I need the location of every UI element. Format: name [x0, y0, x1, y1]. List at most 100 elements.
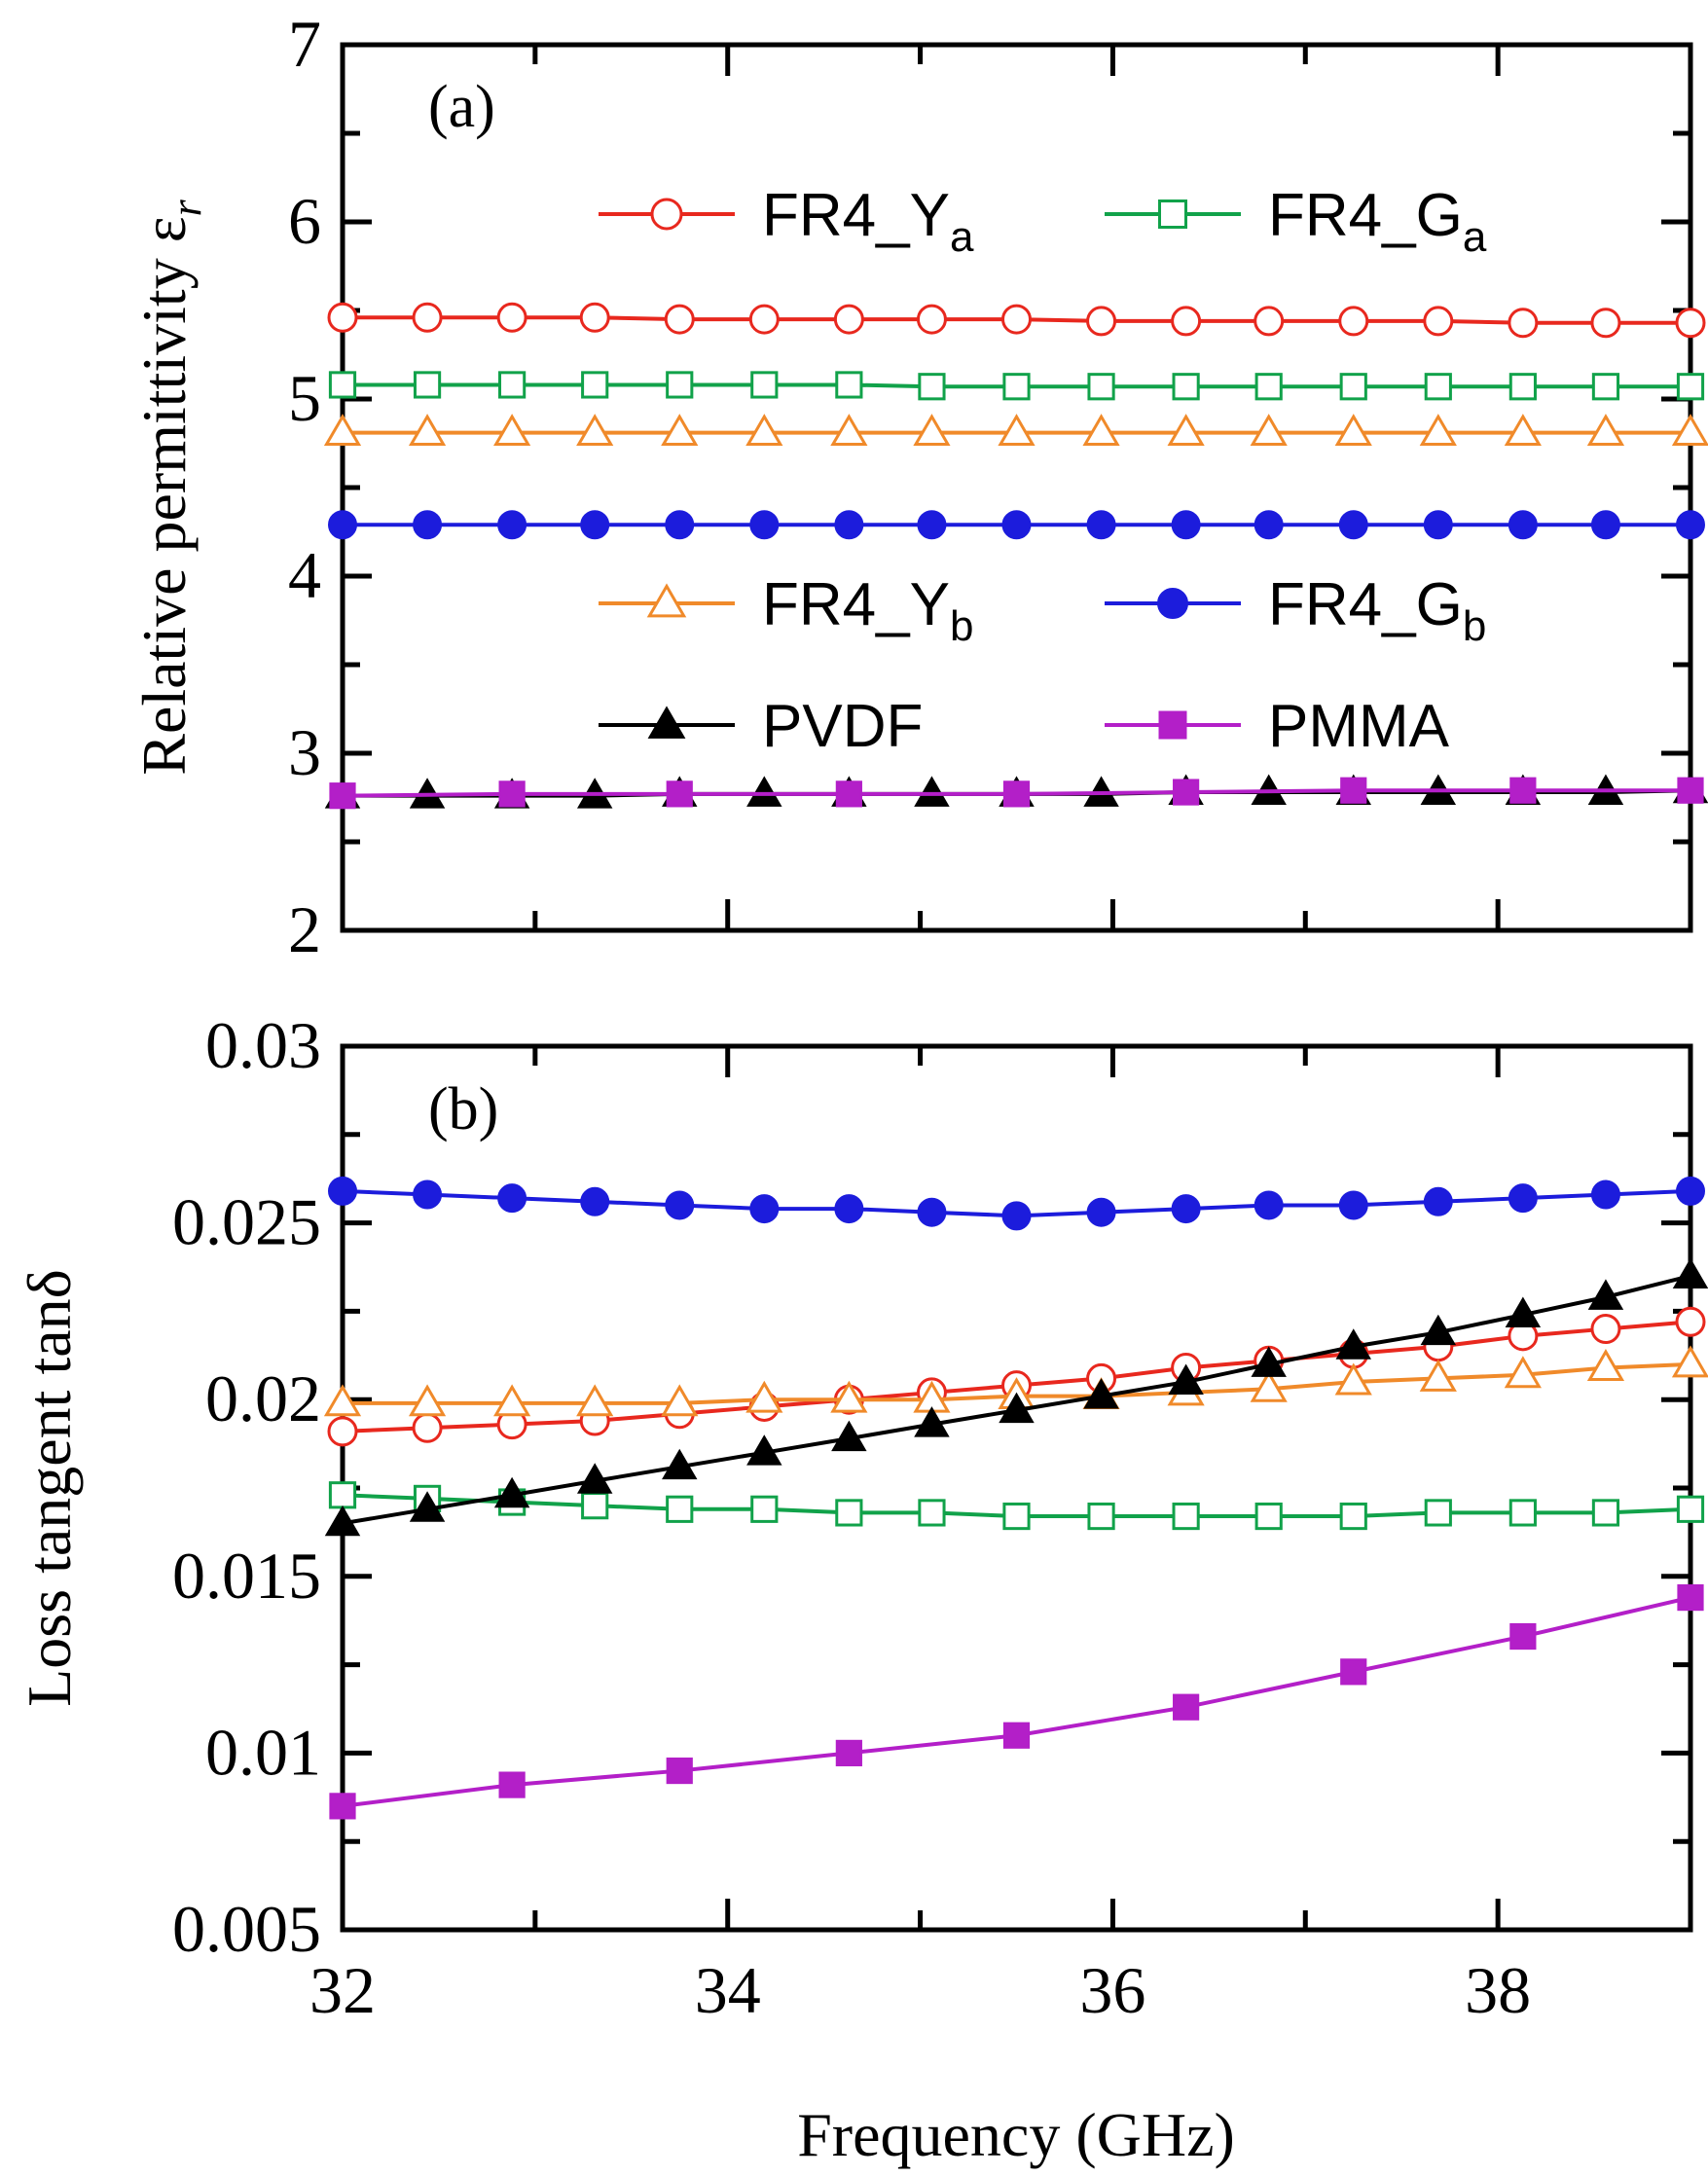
series-fr4-g-a-point [1339, 373, 1367, 401]
series-fr4-y-a-point [1001, 304, 1032, 335]
series-fr4-y-b-point [1334, 1362, 1372, 1396]
series-fr4-g-b-point [413, 1179, 443, 1210]
series-fr4-y-a-point [412, 302, 443, 333]
series-fr4-g-b-point [1423, 510, 1453, 540]
series-fr4-y-a-point [1086, 306, 1117, 337]
series-fr4-y-a-point [1590, 1314, 1621, 1345]
series-fr4-y-a-point [1423, 306, 1454, 337]
series-pmma [329, 777, 1704, 810]
legend-fr4-y-a: FR4_Ya [599, 182, 974, 261]
series-pvdf-point [999, 1392, 1035, 1424]
series-fr4-g-a-point [918, 373, 946, 401]
series-fr4-y-a-point [496, 302, 527, 333]
series-fr4-g-b-point [497, 1183, 527, 1214]
y-tick-label: 5 [288, 361, 321, 435]
series-fr4-g-a-point [835, 371, 863, 399]
panel-b-xlabel: Frequency (GHz) [797, 2100, 1235, 2169]
series-pvdf-point [662, 1448, 698, 1480]
series-fr4-g-b-point [1423, 1186, 1453, 1216]
series-fr4-g-a-point [666, 1495, 694, 1523]
series-fr4-g-b-point [1338, 1190, 1368, 1220]
series-pmma-line [342, 1595, 1691, 1808]
series-pmma-point [1509, 1622, 1537, 1651]
legend-pmma-label-main: PMMA [1268, 693, 1450, 760]
series-pvdf-point [493, 1476, 530, 1508]
series-fr4-y-b-point [1504, 414, 1542, 447]
series-fr4-y-a-point [1254, 306, 1285, 337]
legend-pmma: PMMA [1105, 693, 1450, 760]
legend-pvdf-marker [647, 706, 686, 739]
series-fr4-g-b-point [1001, 1201, 1032, 1231]
series-fr4-g-a-point [750, 371, 779, 399]
series-fr4-y-a-point [327, 302, 358, 333]
series-fr4-g-a-point [1508, 373, 1537, 401]
series-fr4-g-b-point [1086, 510, 1116, 540]
series-fr4-g-b-point [497, 510, 527, 540]
series-fr4-y-b-point [1334, 414, 1372, 447]
series-fr4-g-a-point [835, 1499, 863, 1527]
y-tick-label: 0.025 [172, 1185, 321, 1259]
series-pmma-point [835, 780, 862, 808]
series-fr4-g-a-point [1087, 373, 1115, 401]
series-fr4-g-b-point [413, 510, 443, 540]
legend-fr4-g-b: FR4_Gb [1105, 571, 1486, 650]
series-fr4-y-b-point [323, 1384, 362, 1417]
series-pvdf-point [409, 1491, 446, 1522]
series-fr4-g-b-point [1590, 510, 1620, 540]
series-fr4-y-b-point [830, 414, 868, 447]
legend-fr4-y-b-marker [646, 583, 687, 618]
series-fr4-g-b-point [1171, 1194, 1201, 1224]
series-fr4-y-b-point [576, 414, 614, 447]
series-fr4-g-b-point [580, 510, 610, 540]
series-fr4-y-b-point [913, 414, 951, 447]
series-fr4-g-a-point [1172, 373, 1200, 401]
legend-fr4-g-b-label-sub: b [1463, 602, 1486, 650]
series-fr4-g-a-point [1591, 1499, 1620, 1527]
series-fr4-g-b-point [1676, 510, 1705, 540]
panel-b-label: (b) [428, 1076, 498, 1143]
panel-a-ticks: 2 3 4 5 6 7 [288, 7, 1693, 966]
series-fr4-g-a-point [1424, 1499, 1452, 1527]
series-fr4-g-a-point [1087, 1502, 1115, 1531]
series-pvdf-point [831, 1420, 867, 1452]
series-fr4-y-b-point [661, 414, 699, 447]
panel-a-label: (a) [428, 74, 495, 140]
series-fr4-y-a-point [1675, 1306, 1706, 1337]
series-fr4-g-a-point [498, 371, 527, 399]
series-fr4-g-b-point [665, 510, 695, 540]
series-fr4-g-b-point [580, 1186, 610, 1216]
series-fr4-g-a-point [328, 371, 357, 399]
series-fr4-g-a-point [666, 371, 694, 399]
series-fr4-g-b-point [328, 510, 357, 540]
x-tick-label: 36 [1079, 1953, 1145, 2027]
series-fr4-y-b-point [1671, 1345, 1708, 1378]
series-fr4-y-b-point [1671, 414, 1708, 447]
series-fr4-y-a-point [748, 304, 780, 335]
series-fr4-g-b [328, 510, 1705, 540]
y-tick-label: 4 [288, 538, 321, 612]
y-tick-label: 3 [288, 715, 321, 789]
panel-b-series [323, 1176, 1708, 1820]
legend-fr4-y-a-label-sub: a [950, 213, 974, 261]
series-pmma-point [329, 1793, 356, 1820]
series-fr4-y-b-point [493, 1384, 531, 1417]
series-fr4-g-a-point [1508, 1499, 1537, 1527]
series-fr4-y-a-point [916, 304, 947, 335]
series-fr4-g-a-point [581, 1492, 609, 1520]
legend-fr4-g-b-label: FR4_Gb [1268, 571, 1486, 650]
series-fr4-y-b-point [998, 414, 1036, 447]
legend-fr4-y-b-label: FR4_Yb [762, 571, 973, 650]
series-fr4-g-b-point [1171, 510, 1201, 540]
series-fr4-g-b-point [328, 1176, 357, 1206]
legend-fr4-g-b-marker [1157, 588, 1188, 619]
y-tick-label: 7 [288, 7, 321, 81]
series-fr4-y-b-point [830, 1380, 868, 1413]
series-pmma-point [1002, 1722, 1031, 1749]
series-fr4-g-b-point [1254, 510, 1284, 540]
legend-fr4-g-a-label-main: FR4_G [1268, 182, 1463, 249]
series-fr4-g-a-point [581, 371, 609, 399]
series-fr4-g-b-point [749, 510, 780, 540]
series-fr4-y-b-point [493, 414, 531, 447]
